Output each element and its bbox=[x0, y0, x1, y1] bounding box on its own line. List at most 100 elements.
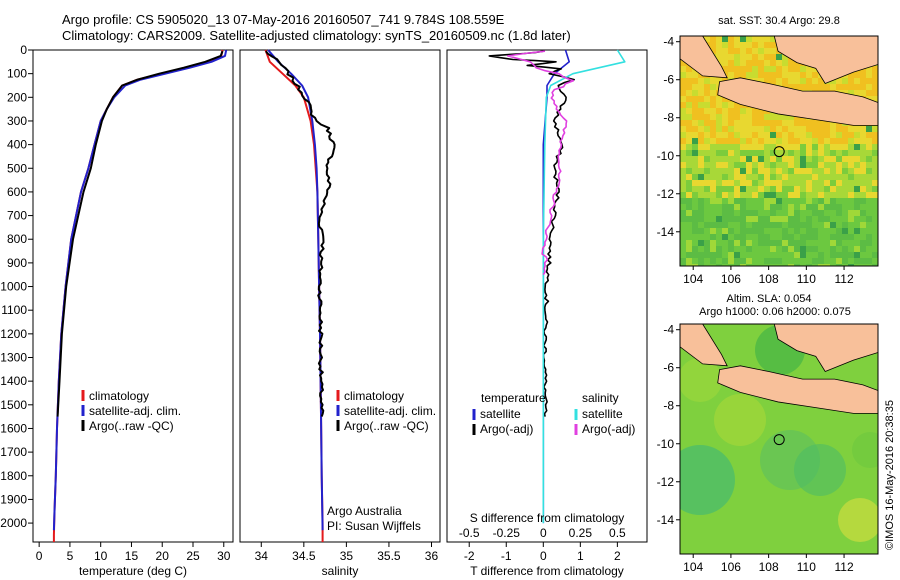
sst-cell bbox=[770, 144, 776, 150]
sst-cell bbox=[872, 258, 878, 264]
sst-cell bbox=[824, 150, 830, 156]
sst-cell bbox=[698, 162, 704, 168]
sst-cell bbox=[794, 234, 800, 240]
sst-cell bbox=[842, 264, 848, 266]
sst-cell bbox=[764, 138, 770, 144]
sst-cell bbox=[680, 228, 686, 234]
x-tick-label: 2 bbox=[614, 549, 621, 563]
sst-cell bbox=[680, 264, 686, 266]
sst-cell bbox=[698, 252, 704, 258]
sst-cell bbox=[716, 78, 722, 84]
sst-cell bbox=[806, 210, 812, 216]
sst-cell bbox=[704, 228, 710, 234]
y-tick-label: 0 bbox=[20, 43, 27, 57]
sst-cell bbox=[722, 192, 728, 198]
legend-label: satellite bbox=[480, 407, 521, 421]
sst-cell bbox=[854, 84, 860, 90]
sst-cell bbox=[758, 234, 764, 240]
sst-cell bbox=[686, 252, 692, 258]
sst-cell bbox=[776, 156, 782, 162]
sst-cell bbox=[722, 48, 728, 54]
sst-cell bbox=[716, 150, 722, 156]
sst-cell bbox=[686, 90, 692, 96]
sst-cell bbox=[806, 192, 812, 198]
sst-cell bbox=[800, 228, 806, 234]
sst-cell bbox=[680, 144, 686, 150]
sst-cell bbox=[836, 186, 842, 192]
sst-cell bbox=[812, 72, 818, 78]
sst-cell bbox=[692, 84, 698, 90]
y-tick-label: 1400 bbox=[0, 374, 27, 388]
sst-cell bbox=[860, 252, 866, 258]
sst-cell bbox=[848, 228, 854, 234]
sst-cell bbox=[776, 186, 782, 192]
sst-cell bbox=[764, 234, 770, 240]
sst-cell bbox=[776, 192, 782, 198]
sst-cell bbox=[812, 216, 818, 222]
sst-cell bbox=[728, 174, 734, 180]
sst-cell bbox=[704, 192, 710, 198]
sst-cell bbox=[740, 210, 746, 216]
sst-cell bbox=[866, 204, 872, 210]
sst-cell bbox=[782, 264, 788, 266]
sst-cell bbox=[842, 150, 848, 156]
sst-cell bbox=[734, 264, 740, 266]
land-sumatra bbox=[680, 36, 728, 79]
sst-cell bbox=[770, 258, 776, 264]
sst-cell bbox=[722, 264, 728, 266]
sst-cell bbox=[704, 36, 710, 42]
sst-cell bbox=[746, 216, 752, 222]
y-tick-label: 500 bbox=[7, 161, 27, 175]
sst-cell bbox=[716, 36, 722, 42]
sst-cell bbox=[770, 252, 776, 258]
sst-cell bbox=[716, 210, 722, 216]
sst-cell bbox=[752, 198, 758, 204]
sst-cell bbox=[788, 114, 794, 120]
sst-cell bbox=[872, 144, 878, 150]
sst-cell bbox=[842, 162, 848, 168]
sst-cell bbox=[728, 126, 734, 132]
sst-cell bbox=[812, 150, 818, 156]
sst-cell bbox=[860, 192, 866, 198]
sst-cell bbox=[776, 168, 782, 174]
top-tick-label: -0.25 bbox=[493, 526, 521, 540]
sst-cell bbox=[752, 60, 758, 66]
sst-cell bbox=[866, 246, 872, 252]
sst-cell bbox=[722, 234, 728, 240]
sst-cell bbox=[812, 234, 818, 240]
sst-cell bbox=[830, 144, 836, 150]
sst-cell bbox=[680, 114, 686, 120]
sst-cell bbox=[872, 216, 878, 222]
sst-cell bbox=[740, 180, 746, 186]
sst-cell bbox=[806, 264, 812, 266]
sst-cell bbox=[770, 204, 776, 210]
x-axis-label: T difference from climatology bbox=[470, 564, 624, 578]
sst-cell bbox=[860, 198, 866, 204]
sst-cell bbox=[860, 216, 866, 222]
sst-cell bbox=[872, 228, 878, 234]
sst-cell bbox=[734, 228, 740, 234]
sst-cell bbox=[830, 78, 836, 84]
sst-cell bbox=[704, 96, 710, 102]
y-tick-label: 1700 bbox=[0, 445, 27, 459]
sst-cell bbox=[788, 222, 794, 228]
sst-cell bbox=[782, 246, 788, 252]
sst-cell bbox=[752, 204, 758, 210]
sst-cell bbox=[830, 204, 836, 210]
sst-cell bbox=[848, 258, 854, 264]
sst-cell bbox=[758, 144, 764, 150]
x-axis-label: temperature (deg C) bbox=[79, 564, 187, 578]
sst-cell bbox=[716, 120, 722, 126]
sst-cell bbox=[722, 102, 728, 108]
sst-cell bbox=[782, 138, 788, 144]
sst-cell bbox=[734, 180, 740, 186]
sst-cell bbox=[824, 240, 830, 246]
sst-cell bbox=[788, 240, 794, 246]
sst-cell bbox=[800, 246, 806, 252]
sst-cell bbox=[692, 204, 698, 210]
sst-cell bbox=[818, 210, 824, 216]
sst-cell bbox=[824, 192, 830, 198]
sst-cell bbox=[728, 222, 734, 228]
sst-cell bbox=[752, 162, 758, 168]
sst-cell bbox=[800, 222, 806, 228]
